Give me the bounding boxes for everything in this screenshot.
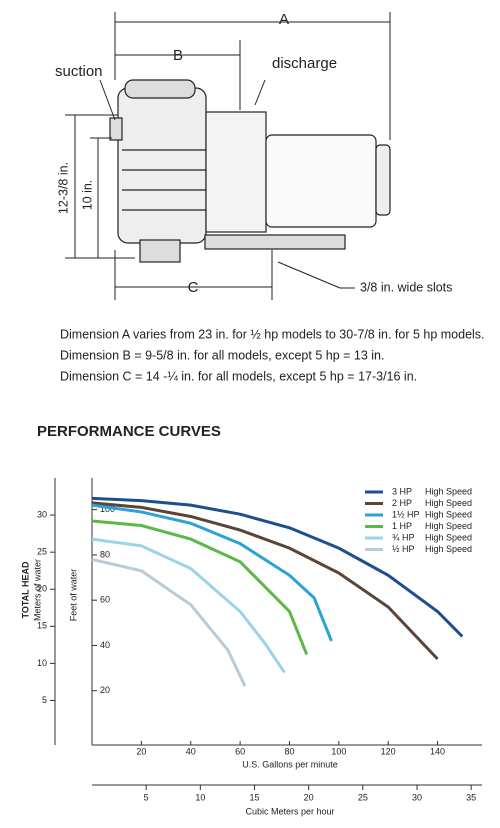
x2-tick-label: 35	[466, 792, 476, 802]
y-tick-label: 80	[100, 549, 110, 559]
x2-tick-label: 25	[358, 792, 368, 802]
y-tick-label: 20	[100, 685, 110, 695]
note: Dimension C = 14 -¼ in. for all models, …	[60, 369, 417, 383]
y-tick-label: 60	[100, 595, 110, 605]
y2-label: TOTAL HEAD	[20, 561, 30, 619]
note: Dimension A varies from 23 in. for ½ hp …	[60, 327, 485, 341]
chart-title: PERFORMANCE CURVES	[37, 423, 221, 440]
dim-b: B	[173, 47, 183, 64]
pump-drawing	[109, 79, 391, 263]
curve	[91, 537, 286, 674]
y-tick-label: 100	[100, 504, 115, 514]
height-inlet: 10 in.	[80, 180, 94, 211]
x2-tick-label: 5	[144, 792, 149, 802]
legend-label: ¾ HP	[392, 532, 415, 542]
x2-tick-label: 30	[412, 792, 422, 802]
y2-tick-label: 30	[37, 509, 47, 519]
x2-tick-label: 10	[195, 792, 205, 802]
legend-speed: High Speed	[425, 486, 472, 496]
y2-tick-label: 15	[37, 621, 47, 631]
legend-label: 3 HP	[392, 486, 412, 496]
legend-label: 1½ HP	[392, 509, 420, 519]
y-label: Feet of water	[68, 569, 78, 622]
legend-speed: High Speed	[425, 544, 472, 554]
x-tick-label: 120	[381, 746, 396, 756]
y2-tick-label: 20	[37, 584, 47, 594]
legend-label: ½ HP	[392, 544, 415, 554]
legend-speed: High Speed	[425, 498, 472, 508]
legend-speed: High Speed	[425, 509, 472, 519]
y2-tick-label: 10	[37, 658, 47, 668]
x2-tick-label: 15	[249, 792, 259, 802]
curve	[91, 519, 309, 656]
curve	[91, 503, 333, 642]
slots-label: 3/8 in. wide slots	[360, 280, 452, 294]
y2-tick-label: 5	[42, 695, 47, 705]
dim-c: C	[188, 279, 199, 296]
curve	[91, 557, 247, 687]
y2-sublabel: Meters of water	[32, 559, 42, 621]
legend-label: 1 HP	[392, 521, 412, 531]
x2-tick-label: 20	[304, 792, 314, 802]
x-tick-label: 40	[186, 746, 196, 756]
x-tick-label: 60	[235, 746, 245, 756]
x-label: U.S. Gallons per minute	[242, 759, 338, 769]
suction-label: suction	[55, 63, 103, 80]
y-tick-label: 40	[100, 640, 110, 650]
legend-label: 2 HP	[392, 498, 412, 508]
discharge-label: discharge	[272, 55, 337, 72]
x-tick-label: 100	[331, 746, 346, 756]
x-tick-label: 80	[284, 746, 294, 756]
curve	[91, 501, 439, 661]
curve	[91, 496, 464, 638]
note: Dimension B = 9-5/8 in. for all models, …	[60, 348, 384, 362]
height-total: 12-3/8 in.	[56, 162, 70, 214]
y2-tick-label: 25	[37, 547, 47, 557]
legend-speed: High Speed	[425, 532, 472, 542]
legend-speed: High Speed	[425, 521, 472, 531]
x2-label: Cubic Meters per hour	[245, 806, 334, 816]
x-tick-label: 140	[430, 746, 445, 756]
dimension-lines	[65, 12, 391, 300]
dim-a: A	[279, 11, 289, 28]
x-tick-label: 20	[136, 746, 146, 756]
